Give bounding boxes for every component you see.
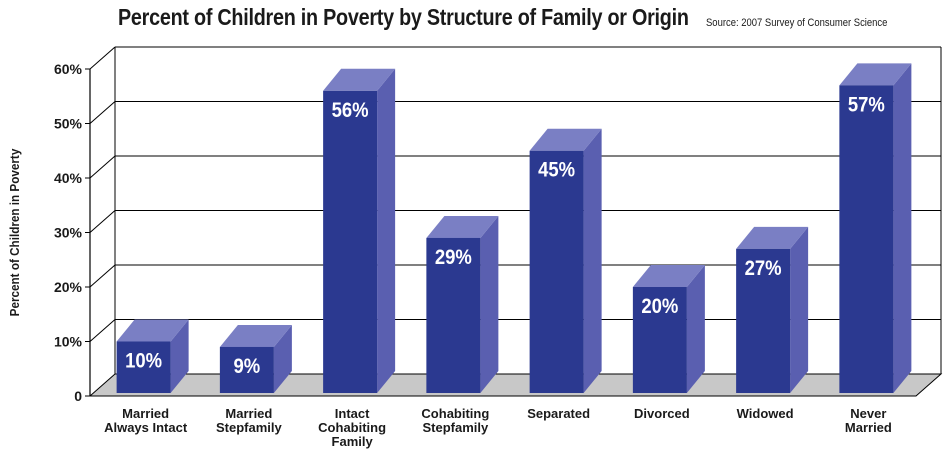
y-tick-label: 30%: [54, 225, 83, 241]
data-label: 56%: [332, 99, 369, 122]
x-tick-label: Divorced: [634, 406, 690, 421]
data-label: 57%: [848, 93, 885, 116]
bar: [839, 85, 893, 393]
data-label: 20%: [641, 295, 678, 318]
y-tick-label: 0: [74, 388, 82, 404]
x-tick-label: Intact Cohabiting Family: [318, 406, 386, 449]
y-tick-label: 60%: [54, 61, 83, 77]
y-axis-title: Percent of Children in Poverty: [7, 149, 22, 317]
bar-side: [687, 265, 705, 393]
bar: [323, 91, 377, 393]
bar-side: [480, 216, 498, 393]
bar-1: 9%: [220, 325, 292, 393]
gridline-side: [90, 102, 115, 124]
gridline-side: [90, 320, 115, 342]
bar-side: [584, 129, 602, 393]
bar-side: [893, 63, 911, 393]
bar-0: 10%: [117, 320, 189, 394]
x-tick-label: Cohabiting Stepfamily: [421, 406, 489, 435]
gridlines: [85, 47, 941, 396]
bar: [530, 151, 584, 393]
gridline-side: [90, 265, 115, 287]
data-label: 29%: [435, 246, 472, 269]
bar-4: 45%: [530, 129, 602, 393]
chart-floor: [90, 374, 941, 396]
data-label: 9%: [234, 355, 261, 378]
bar-side: [377, 69, 395, 393]
bar-6: 27%: [736, 227, 808, 393]
gridline-side: [90, 47, 115, 69]
bar-side: [790, 227, 808, 393]
x-tick-label: Married Always Intact: [104, 406, 188, 435]
data-label: 10%: [125, 349, 162, 372]
x-tick-label: Separated: [527, 406, 590, 421]
bar-5: 20%: [633, 265, 705, 393]
data-label: 45%: [538, 159, 575, 182]
data-label: 27%: [745, 257, 782, 280]
bar-7: 57%: [839, 63, 911, 393]
y-tick-label: 20%: [54, 279, 83, 295]
y-tick-label: 10%: [54, 334, 83, 350]
y-tick-label: 50%: [54, 116, 83, 132]
y-tick-label: 40%: [54, 170, 83, 186]
bar-2: 56%: [323, 69, 395, 393]
x-tick-label: Never Married: [845, 406, 892, 435]
gridline-side: [90, 156, 115, 178]
gridline-side: [90, 211, 115, 233]
bar-3: 29%: [426, 216, 498, 393]
x-tick-label: Widowed: [737, 406, 794, 421]
x-tick-label: Married Stepfamily: [216, 406, 283, 435]
